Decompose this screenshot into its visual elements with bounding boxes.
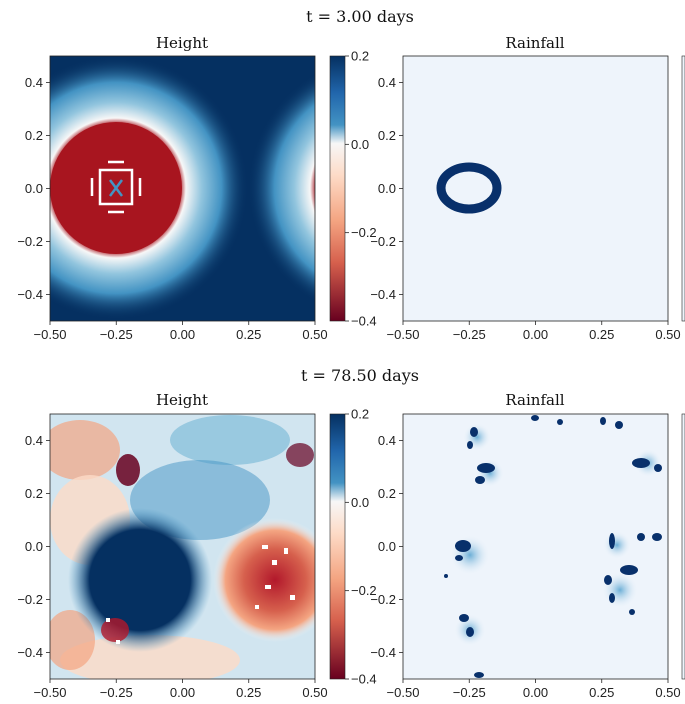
y-tick-label: −0.2 [17, 234, 43, 249]
rainfall-panel-1: Rainfall −0.50 −0.25 0.00 0.25 0.50 0.4 0.2 0.0… [370, 34, 685, 342]
colorbar-tick-label: −0.2 [351, 225, 377, 240]
speckles-2 [106, 545, 295, 644]
x-tick-label: 0.50 [655, 327, 680, 342]
blue-blob [68, 508, 212, 652]
colorbar-tick-label: −0.4 [351, 314, 377, 329]
red-spot-bottom [101, 618, 129, 642]
colorbar-tick-label: 0.0 [351, 137, 369, 152]
y-tick-label: 0.2 [25, 128, 43, 143]
y-tick-label: −0.2 [370, 592, 396, 607]
red-blob [213, 518, 315, 642]
x-tick-label: −0.25 [453, 685, 486, 700]
height-colorbar-2: 0.2 0.0 −0.2 −0.4 [329, 407, 377, 687]
height-axis-ticks-1: −0.50 −0.25 0.00 0.25 0.50 0.4 0.2 0.0 −0.2 −0.4 [17, 75, 327, 342]
suptitle-row1: t = 3.00 days [306, 7, 414, 26]
colorbar-tick-label: 0.2 [351, 407, 369, 422]
colorbar-ticks-2: 0.2 0.0 −0.2 −0.4 [345, 407, 377, 687]
x-tick-label: 0.50 [655, 685, 680, 700]
height-title-1: Height [156, 34, 208, 52]
x-tick-label: 0.50 [302, 327, 327, 342]
colorbar-tick-label: −0.4 [351, 672, 377, 687]
rainfall-axis-ticks-1: −0.50 −0.25 0.00 0.25 0.50 0.4 0.2 0.0 −0.2 −0.4 [370, 75, 680, 342]
rainfall-title-2: Rainfall [505, 391, 564, 409]
x-tick-label: 0.50 [302, 685, 327, 700]
y-tick-label: 0.0 [25, 539, 43, 554]
core-pattern-1 [90, 160, 142, 214]
y-tick-label: −0.4 [17, 287, 43, 302]
red-spot-top [116, 454, 140, 486]
y-tick-label: −0.2 [370, 234, 396, 249]
rainfall-panel-2: Rainfall [370, 391, 685, 700]
y-tick-label: 0.4 [25, 75, 43, 90]
colorbar-tick-label: 0.2 [351, 49, 369, 64]
edge-ring-right-1 [248, 73, 315, 303]
turbulent-patch-e [60, 635, 240, 679]
y-tick-label: 0.2 [25, 486, 43, 501]
rainfall-ring-1 [436, 162, 502, 214]
x-tick-label: 0.00 [523, 685, 548, 700]
rainfall-background-1 [403, 56, 668, 321]
x-tick-label: −0.50 [34, 685, 67, 700]
x-tick-label: −0.25 [100, 327, 133, 342]
height-colorbar-1: 0.2 0.0 −0.2 −0.4 [329, 49, 377, 329]
x-tick-label: −0.25 [453, 327, 486, 342]
y-tick-label: −0.4 [17, 645, 43, 660]
colorbar-gradient-1 [329, 55, 346, 322]
y-tick-label: 0.2 [378, 486, 396, 501]
turbulent-patch-b [170, 415, 290, 465]
y-tick-label: 0.2 [378, 128, 396, 143]
rainfall-title-1: Rainfall [505, 34, 564, 52]
red-spot-right [286, 443, 314, 467]
y-tick-label: 0.0 [25, 181, 43, 196]
rainfall-patches-2 [444, 415, 662, 678]
height-title-2: Height [156, 391, 208, 409]
x-tick-label: 0.00 [170, 685, 195, 700]
x-tick-label: −0.50 [34, 327, 67, 342]
y-tick-label: 0.0 [378, 539, 396, 554]
height-axis-ticks-2: −0.50 −0.25 0.00 0.25 0.50 0.4 0.2 0.0 −0.2 −0.4 [17, 433, 327, 700]
rainfall-axis-ticks-2: −0.50 −0.25 0.00 0.25 0.50 0.4 0.2 0.0 −0.2 −0.4 [370, 433, 680, 700]
x-tick-label: −0.25 [100, 685, 133, 700]
y-tick-label: 0.4 [378, 75, 396, 90]
x-tick-label: −0.50 [387, 327, 420, 342]
x-tick-label: −0.50 [387, 685, 420, 700]
x-tick-label: 0.00 [523, 327, 548, 342]
turbulent-patch-a [50, 420, 120, 480]
y-tick-label: −0.4 [370, 287, 396, 302]
x-tick-label: 0.25 [236, 327, 261, 342]
suptitle-row2: t = 78.50 days [301, 366, 419, 385]
turbulent-patch-f [50, 610, 95, 670]
colorbar-gradient-2 [329, 413, 346, 680]
colorbar-ticks-1: 0.2 0.0 −0.2 −0.4 [345, 49, 377, 329]
y-tick-label: −0.4 [370, 645, 396, 660]
colorbar-tick-label: 0.0 [351, 495, 369, 510]
x-tick-label: 0.25 [589, 327, 614, 342]
height-panel-1: Height −0.50 −0.25 0.00 0.25 0.500.40.20.0−0… [17, 34, 327, 342]
y-tick-label: 0.4 [378, 433, 396, 448]
rainfall-colorbar-edge-1 [681, 55, 685, 322]
y-tick-label: −0.2 [17, 592, 43, 607]
x-tick-label: 0.00 [170, 327, 195, 342]
rainfall-colorbar-edge-2 [681, 413, 685, 680]
height-panel-2: Height −0.50 −0.25 0.00 0.25 0.500.40.20.0−0… [17, 391, 327, 700]
y-tick-label: 0.0 [378, 181, 396, 196]
x-tick-label: 0.25 [589, 685, 614, 700]
y-tick-label: 0.4 [25, 433, 43, 448]
colorbar-tick-label: −0.2 [351, 583, 377, 598]
x-tick-label: 0.25 [236, 685, 261, 700]
